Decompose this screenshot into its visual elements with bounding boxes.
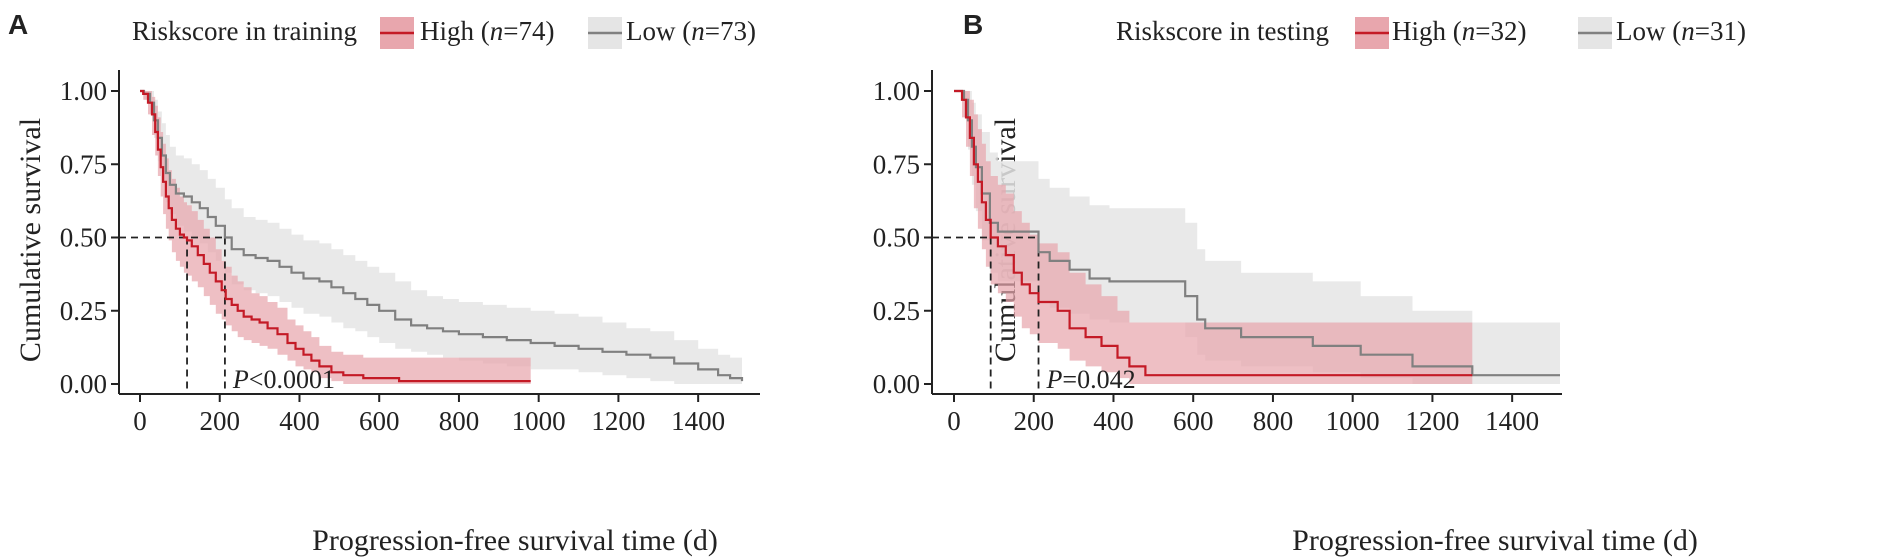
- y-axis-title: Cumulative survival: [14, 118, 47, 362]
- x-tick-label: 800: [439, 406, 480, 436]
- ci-band-high: [954, 91, 1473, 384]
- p-value-annotation: P=0.042: [1046, 365, 1136, 394]
- panel-letter-b: B: [963, 9, 983, 40]
- p-value-text: <0.0001: [249, 365, 335, 394]
- p-value-symbol: P: [1046, 365, 1063, 394]
- x-tick-label: 0: [133, 406, 147, 436]
- x-tick-label: 1000: [512, 406, 566, 436]
- legend: Riskscore in testing High (n=32) Low (n=…: [1116, 16, 1746, 49]
- x-axis-title: Progression-free survival time (d): [1292, 524, 1698, 557]
- legend-entry-low: Low (n=31): [1616, 16, 1746, 46]
- plot-area: 0.00 0.25 0.50 0.75 1.00 0 200 400 600 800 1000 120…: [60, 70, 760, 436]
- y-tick-label: 0.75: [60, 149, 107, 179]
- legend-entry-high-n: 74: [518, 16, 546, 46]
- legend-title: Riskscore in testing: [1116, 16, 1329, 46]
- series-line-high: [954, 89, 1473, 377]
- series-line-low: [140, 89, 744, 382]
- panel-b: B Riskscore in testing High (n=32) Low (…: [873, 9, 1746, 557]
- y-tick-label: 0.00: [60, 369, 107, 399]
- y-tick-label: 0.00: [873, 369, 920, 399]
- y-tick-label: 0.50: [873, 223, 920, 253]
- legend-entry-low-n: 73: [720, 16, 747, 46]
- legend-entry-high-name: High: [1392, 16, 1447, 46]
- series-line-high: [140, 89, 531, 383]
- legend-entry-high: High (n=74): [420, 16, 554, 46]
- series-line-low: [954, 89, 1560, 377]
- legend-entry-high-name: High: [420, 16, 475, 46]
- x-tick-label: 1400: [671, 406, 725, 436]
- legend: Riskscore in training High (n=74) Low (n…: [132, 16, 756, 49]
- p-value-annotation: P<0.0001: [232, 365, 335, 394]
- y-tick-label: 0.25: [60, 296, 107, 326]
- p-value-symbol: P: [232, 365, 249, 394]
- legend-entry-low-name: Low: [1616, 16, 1666, 46]
- x-tick-label: 400: [1093, 406, 1134, 436]
- x-tick-label: 1000: [1326, 406, 1380, 436]
- x-tick-label: 400: [279, 406, 320, 436]
- x-tick-label: 600: [359, 406, 400, 436]
- x-tick-label: 800: [1253, 406, 1294, 436]
- plot-area: 0.00 0.25 0.50 0.75 1.00 0 200 400 600 800 1000 120…: [873, 70, 1562, 436]
- y-tick-label: 0.50: [60, 223, 107, 253]
- x-tick-label: 600: [1173, 406, 1214, 436]
- x-tick-label: 200: [1013, 406, 1054, 436]
- ci-band-low: [140, 91, 742, 384]
- x-tick-label: 0: [947, 406, 961, 436]
- p-value-text: =0.042: [1062, 365, 1135, 394]
- x-tick-label: 1200: [1405, 406, 1459, 436]
- y-tick-label: 0.75: [873, 149, 920, 179]
- x-axis-title: Progression-free survival time (d): [312, 524, 718, 557]
- x-tick-label: 1200: [591, 406, 645, 436]
- legend-entry-low-n: 31: [1710, 16, 1737, 46]
- x-tick-label: 1400: [1485, 406, 1539, 436]
- legend-entry-high-n: 32: [1490, 16, 1517, 46]
- y-tick-label: 0.25: [873, 296, 920, 326]
- y-tick-label: 1.00: [60, 76, 107, 106]
- y-tick-label: 1.00: [873, 76, 920, 106]
- legend-entry-low-name: Low: [626, 16, 676, 46]
- legend-entry-low: Low (n=73): [626, 16, 756, 46]
- x-tick-label: 200: [199, 406, 240, 436]
- legend-entry-high: High (n=32): [1392, 16, 1526, 46]
- panel-a: A Riskscore in training High (n=74) Low …: [8, 9, 760, 557]
- legend-title: Riskscore in training: [132, 16, 357, 46]
- panel-letter-a: A: [8, 9, 28, 40]
